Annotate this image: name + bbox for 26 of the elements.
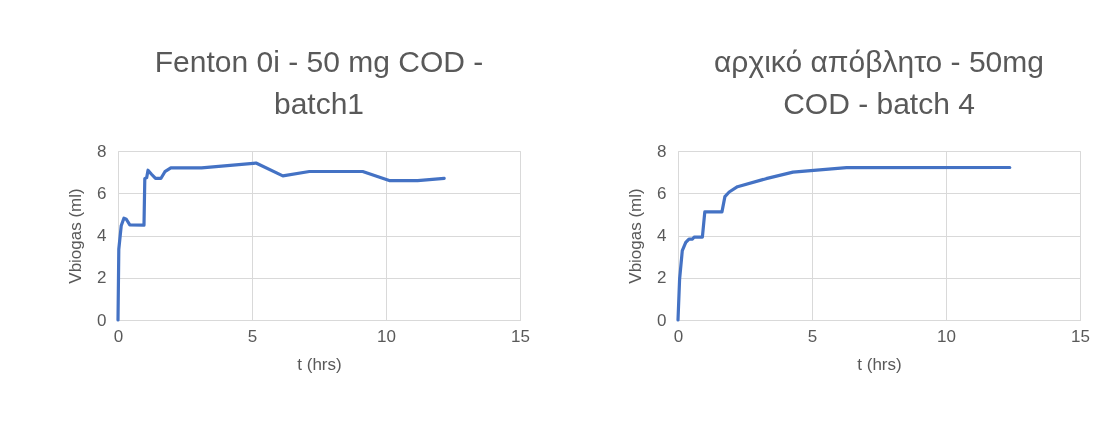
x-tick-label: 15: [511, 326, 530, 346]
x-tick-label: 0: [113, 326, 124, 346]
x-tick-label: 15: [1071, 326, 1090, 346]
y-tick-label: 8: [657, 141, 667, 161]
y-tick-label: 4: [657, 226, 667, 245]
y-tick-label: 2: [97, 268, 107, 288]
line-series: [116, 161, 446, 322]
y-axis-title: Vbiogas (ml): [66, 188, 86, 284]
x-tick-label: 5: [247, 326, 258, 346]
y-tick-label: 0: [97, 310, 107, 330]
x-tick-label: 10: [377, 326, 396, 346]
x-tick-label: 10: [937, 326, 956, 346]
y-tick-label: 4: [97, 226, 107, 245]
chart-title: Fenton 0i - 50 mg COD - batch1: [154, 45, 484, 120]
x-tick-label: 5: [807, 326, 818, 346]
chart-title: αρχικό απόβλητο - 50mg COD - batch 4: [714, 45, 1044, 120]
y-tick-label: 6: [657, 183, 667, 203]
y-tick-label: 8: [97, 141, 107, 161]
y-axis-title: Vbiogas (ml): [626, 188, 646, 284]
y-tick-label: 2: [657, 268, 667, 288]
line-series: [676, 165, 1012, 322]
y-tick-label: 6: [97, 183, 107, 203]
x-axis-title: t (hrs): [857, 354, 902, 374]
x-axis-title: t (hrs): [297, 354, 342, 374]
x-tick-label: 0: [673, 326, 684, 346]
y-tick-label: 0: [657, 310, 667, 330]
